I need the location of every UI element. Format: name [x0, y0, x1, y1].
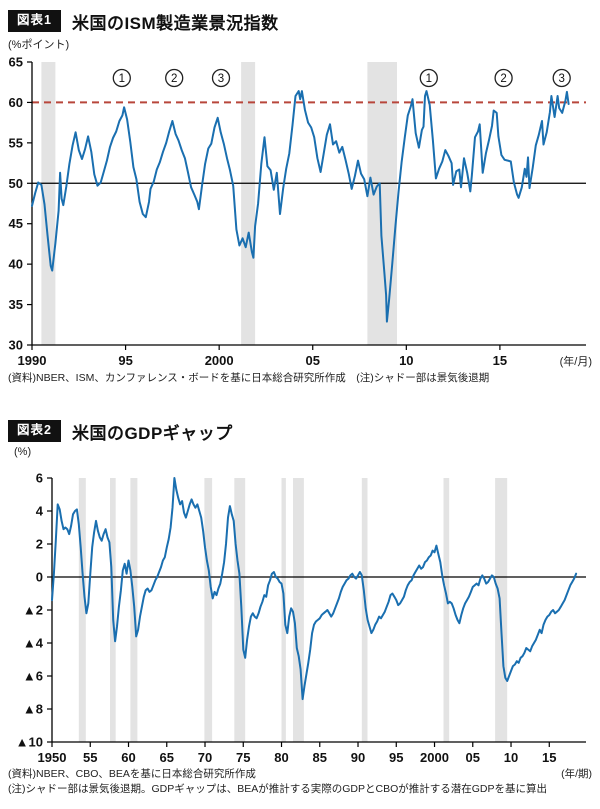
figure2-source-row: (資料)NBER、CBO、BEAを基に日本総合研究所作成 (年/期) [8, 768, 592, 781]
y-tick-label: 6 [36, 471, 43, 486]
recession-band [204, 478, 213, 742]
y-tick-label: 65 [9, 55, 23, 70]
y-tick-label: 45 [9, 216, 23, 231]
circled-number-text: 3 [218, 73, 224, 85]
circled-number-1 [112, 68, 131, 88]
y-tick-label: ▲2 [23, 603, 43, 618]
x-tick-label: 70 [198, 750, 212, 765]
y-tick-label: 40 [9, 257, 23, 272]
recession-band [367, 62, 397, 345]
figure1-source-note: (資料)NBER、ISM、カンファレンス・ボードを基に日本総合研究所作成 (注)… [8, 372, 490, 384]
x-tick-label: 10 [504, 750, 518, 765]
x-tick-label: 60 [121, 750, 135, 765]
circled-number-1 [419, 68, 438, 88]
y-tick-label: 35 [9, 297, 23, 312]
recession-band [443, 478, 450, 742]
figure2-note: (注)シャドー部は景気後退期。GDPギャップは、BEAが推計する実際のGDPとC… [8, 783, 548, 795]
x-tick-label: 15 [542, 750, 556, 765]
circled-number-text: 1 [426, 73, 432, 85]
x-tick-label: 05 [466, 750, 480, 765]
y-tick-label: 60 [9, 95, 23, 110]
x-tick-label: 2000 [205, 353, 234, 368]
figure1-section: 図表1 米国のISM製造業景況指数 (%ポイント) 65 60 55 50 45 40 35… [0, 0, 600, 385]
circled-number-text: 1 [119, 73, 125, 85]
figure2-title: 米国のGDPギャップ [71, 423, 233, 443]
figure1-badge: 図表1 [8, 10, 61, 32]
figure2-badge: 図表2 [8, 420, 61, 442]
figure2-section: 図表2 米国のGDPギャップ (%) 6 4 2 0 ▲2 ▲4 ▲6 ▲8 ▲10 1950 55… [0, 418, 600, 796]
circled-number-2 [494, 68, 513, 88]
recession-band [293, 478, 304, 742]
recession-band [78, 478, 86, 742]
y-tick-label: 0 [36, 570, 43, 585]
y-tick-label: 4 [36, 504, 44, 519]
x-tick-label: 05 [306, 353, 320, 368]
x-tick-label: 65 [160, 750, 174, 765]
circled-number-3 [552, 68, 571, 88]
x-tick-label: 75 [236, 750, 250, 765]
circled-number-text: 3 [558, 73, 564, 85]
x-tick-label: 80 [274, 750, 288, 765]
recession-band [41, 62, 56, 345]
y-tick-label: ▲10 [16, 735, 43, 750]
figure2-y-axis-unit: (%) [14, 446, 32, 458]
x-tick-label: 85 [313, 750, 327, 765]
recession-band [241, 62, 256, 345]
recession-band [234, 478, 246, 742]
figure2-header: 図表2 米国のGDPギャップ [0, 418, 600, 444]
ism-line [31, 90, 570, 323]
x-tick-label: 1950 [38, 750, 67, 765]
x-tick-label: 10 [399, 353, 413, 368]
y-tick-label: 2 [36, 537, 43, 552]
y-tick-label: ▲6 [23, 669, 43, 684]
y-tick-label: 30 [9, 338, 23, 353]
x-tick-label: 95 [389, 750, 403, 765]
y-tick-label: 50 [9, 176, 23, 191]
figure1-header: 図表1 米国のISM製造業景況指数 [0, 8, 600, 34]
recession-band [361, 478, 368, 742]
y-tick-label: 55 [9, 135, 23, 150]
figure2-source-note: (資料)NBER、CBO、BEAを基に日本総合研究所作成 [8, 768, 256, 780]
figure1-y-axis-unit: (%ポイント) [8, 39, 70, 51]
y-tick-label: ▲4 [23, 636, 44, 651]
circled-number-text: 2 [500, 73, 506, 85]
figure1-title: 米国のISM製造業景況指数 [71, 13, 279, 33]
circled-number-text: 2 [171, 73, 177, 85]
figure2-x-axis-unit: (年/期) [561, 768, 592, 780]
x-tick-label: 55 [83, 750, 97, 765]
x-axis-unit-label: (年/月) [560, 354, 592, 368]
circled-number-3 [211, 68, 231, 88]
gdp-gap-line [51, 477, 578, 701]
x-tick-label: 2000 [420, 750, 449, 765]
x-tick-label: 1990 [18, 353, 47, 368]
x-tick-label: 90 [351, 750, 365, 765]
circled-number-2 [165, 68, 184, 88]
y-tick-label: ▲8 [23, 702, 43, 717]
x-tick-label: 15 [493, 353, 507, 368]
x-tick-label: 95 [118, 353, 132, 368]
